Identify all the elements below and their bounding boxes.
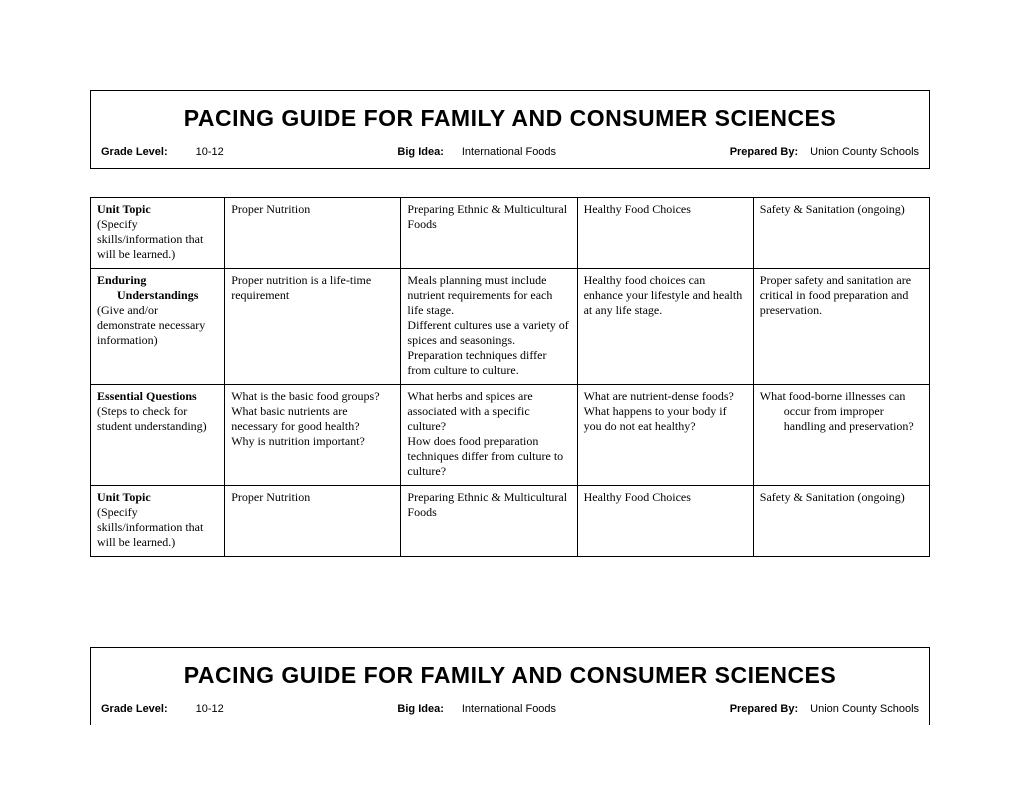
grade-value: 10-12 xyxy=(196,146,224,158)
cell: Proper safety and sanitation are critica… xyxy=(753,269,929,385)
cell-part: What food-borne illnesses can xyxy=(760,389,906,403)
row-header: Essential Questions (Steps to check for … xyxy=(91,385,225,486)
cell: What are nutrient-dense foods?What happe… xyxy=(577,385,753,486)
table-row: Unit Topic (Specify skills/information t… xyxy=(91,198,930,269)
cell: Healthy Food Choices xyxy=(577,486,753,557)
pacing-table: Unit Topic (Specify skills/information t… xyxy=(90,197,930,557)
row-header: Enduring Understandings (Give and/or dem… xyxy=(91,269,225,385)
row-head-sub: (Specify skills/information that will be… xyxy=(97,505,218,550)
cell: What herbs and spices are associated wit… xyxy=(401,385,577,486)
meta-row-2: Grade Level: 10-12 Big Idea: Internation… xyxy=(101,703,919,715)
row-head-strong: Unit Topic xyxy=(97,490,218,505)
cell: Proper Nutrition xyxy=(225,198,401,269)
prepared-value-2: Union County Schools xyxy=(810,703,919,715)
grade-label-2: Grade Level: xyxy=(101,703,168,715)
row-head-strong: Unit Topic xyxy=(97,202,218,217)
cell: Safety & Sanitation (ongoing) xyxy=(753,486,929,557)
table-row: Essential Questions (Steps to check for … xyxy=(91,385,930,486)
prepared-label-2: Prepared By: xyxy=(730,703,798,715)
bigidea-value: International Foods xyxy=(462,146,556,158)
cell: Proper Nutrition xyxy=(225,486,401,557)
cell: Preparing Ethnic & Multicultural Foods xyxy=(401,198,577,269)
bigidea-label-2: Big Idea: xyxy=(397,703,443,715)
table-row: Enduring Understandings (Give and/or dem… xyxy=(91,269,930,385)
meta-row-1: Grade Level: 10-12 Big Idea: Internation… xyxy=(101,146,919,158)
bigidea-value-2: International Foods xyxy=(462,703,556,715)
prepared-label: Prepared By: xyxy=(730,146,798,158)
page-title-2: PACING GUIDE FOR FAMILY AND CONSUMER SCI… xyxy=(101,662,919,689)
bigidea-label: Big Idea: xyxy=(397,146,443,158)
cell: Preparing Ethnic & Multicultural Foods xyxy=(401,486,577,557)
row-header: Unit Topic (Specify skills/information t… xyxy=(91,486,225,557)
row-head-sub: (Steps to check for student understandin… xyxy=(97,404,218,434)
header-box-2: PACING GUIDE FOR FAMILY AND CONSUMER SCI… xyxy=(90,647,930,725)
cell: What is the basic food groups?What basic… xyxy=(225,385,401,486)
cell: Meals planning must include nutrient req… xyxy=(401,269,577,385)
header-box-1: PACING GUIDE FOR FAMILY AND CONSUMER SCI… xyxy=(90,90,930,169)
page-title: PACING GUIDE FOR FAMILY AND CONSUMER SCI… xyxy=(101,105,919,132)
row-head-sub: (Give and/or demonstrate necessary infor… xyxy=(97,303,218,348)
table-row: Unit Topic (Specify skills/information t… xyxy=(91,486,930,557)
prepared-value: Union County Schools xyxy=(810,146,919,158)
grade-label: Grade Level: xyxy=(101,146,168,158)
cell: What food-borne illnesses can occur from… xyxy=(753,385,929,486)
row-head-strong: Essential Questions xyxy=(97,389,218,404)
cell: Proper nutrition is a life-time requirem… xyxy=(225,269,401,385)
cell-part-indent: occur from improper handling and preserv… xyxy=(760,404,923,434)
grade-value-2: 10-12 xyxy=(196,703,224,715)
cell: Safety & Sanitation (ongoing) xyxy=(753,198,929,269)
cell: Healthy food choices can enhance your li… xyxy=(577,269,753,385)
cell: Healthy Food Choices xyxy=(577,198,753,269)
row-head-strong: Enduring xyxy=(97,273,218,288)
row-header: Unit Topic (Specify skills/information t… xyxy=(91,198,225,269)
row-head-indent: Understandings xyxy=(97,288,218,303)
row-head-sub: (Specify skills/information that will be… xyxy=(97,217,218,262)
